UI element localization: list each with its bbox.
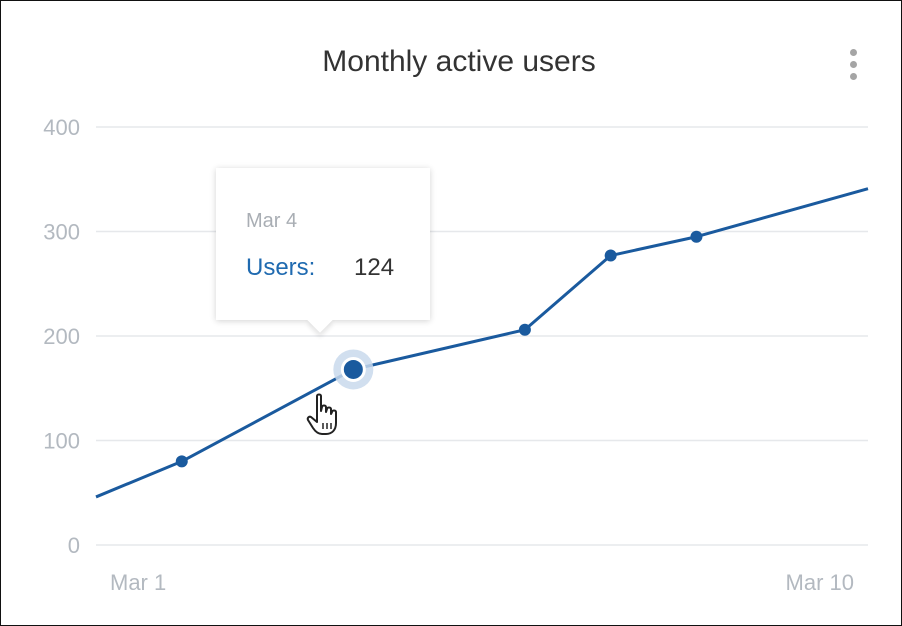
data-point-highlighted — [340, 356, 366, 382]
x-tick-label: Mar 1 — [110, 570, 166, 595]
data-point — [604, 249, 617, 262]
x-tick-label: Mar 10 — [786, 570, 854, 595]
series-line — [95, 187, 869, 499]
y-tick-label: 400 — [43, 115, 80, 140]
tooltip-value: 124 — [354, 254, 395, 281]
hand-pointer-icon — [306, 393, 337, 435]
chart-title: Monthly active users — [322, 45, 596, 78]
data-point — [175, 455, 188, 468]
y-tick-label: 300 — [43, 220, 80, 245]
y-tick-label: 100 — [43, 429, 80, 454]
y-tick-label: 0 — [68, 533, 80, 558]
tooltip-series-label: Users: — [246, 254, 316, 281]
chart-tooltip: Mar 4 Users: 124 — [216, 168, 430, 333]
more-vert-icon[interactable] — [839, 45, 869, 85]
data-point — [690, 230, 703, 243]
y-tick-label: 200 — [43, 324, 80, 349]
tooltip-date: Mar 4 — [246, 210, 298, 232]
data-point — [518, 323, 531, 336]
